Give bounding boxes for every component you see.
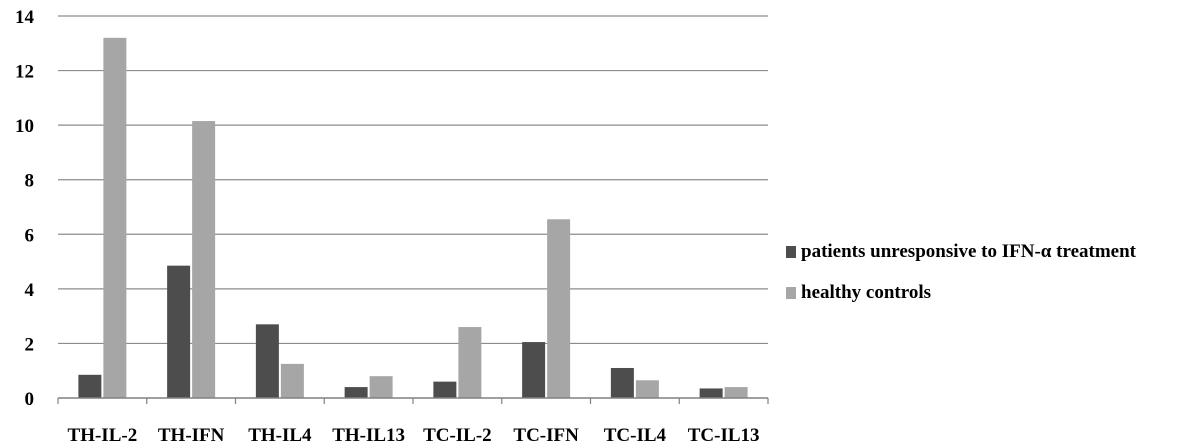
y-axis-ticks: 0 2 4 6 8 10 12 14 bbox=[15, 7, 35, 410]
bar-controls-th-il13 bbox=[369, 376, 393, 398]
x-tick-label: TC-IFN bbox=[513, 425, 579, 446]
bar-controls-tc-il4 bbox=[635, 380, 659, 398]
gridlines bbox=[58, 15, 768, 345]
x-tick-label: TC-IL13 bbox=[688, 425, 760, 446]
legend-swatch-patients bbox=[786, 246, 796, 258]
bar-patients-tc-il13 bbox=[699, 388, 723, 398]
y-tick-label: 8 bbox=[25, 171, 35, 192]
x-tick-label: TC-IL-2 bbox=[423, 425, 492, 446]
bar-patients-tc-il-2 bbox=[433, 381, 457, 398]
bar-patients-th-il-2 bbox=[78, 374, 102, 398]
bar-patients-th-il13 bbox=[344, 387, 368, 398]
bar-controls-th-il-2 bbox=[103, 37, 127, 398]
bars bbox=[78, 37, 748, 399]
y-tick-label: 6 bbox=[25, 225, 35, 246]
legend: patients unresponsive to IFN-α treatment… bbox=[786, 241, 1137, 303]
x-tick-label: TH-IL4 bbox=[248, 425, 312, 446]
legend-swatch-controls bbox=[786, 287, 796, 299]
bar-controls-th-ifn bbox=[192, 121, 216, 399]
x-tick-label: TH-IFN bbox=[158, 425, 225, 446]
y-tick-label: 4 bbox=[25, 280, 35, 301]
bar-controls-tc-ifn bbox=[547, 219, 571, 398]
y-tick-label: 14 bbox=[15, 7, 35, 28]
bar-controls-th-il4 bbox=[280, 363, 304, 398]
y-tick-label: 12 bbox=[15, 62, 34, 83]
bar-patients-th-ifn bbox=[167, 265, 191, 398]
x-tick-label: TH-IL-2 bbox=[68, 425, 138, 446]
legend-label-controls: healthy controls bbox=[801, 282, 931, 303]
x-axis-labels: TH-IL-2 TH-IFN TH-IL4 TH-IL13 TC-IL-2 TC-IFN T… bbox=[57, 398, 769, 446]
bar-controls-tc-il-2 bbox=[458, 327, 482, 398]
bar-patients-tc-il4 bbox=[610, 367, 634, 398]
y-tick-label: 2 bbox=[25, 334, 35, 355]
legend-label-patients: patients unresponsive to IFN-α treatment bbox=[801, 241, 1137, 262]
bar-patients-th-il4 bbox=[255, 324, 279, 398]
y-tick-label: 0 bbox=[25, 389, 35, 410]
x-tick-label: TC-IL4 bbox=[604, 425, 667, 446]
bar-patients-tc-ifn bbox=[522, 342, 546, 398]
y-tick-label: 10 bbox=[15, 116, 34, 137]
bar-controls-tc-il13 bbox=[724, 387, 748, 398]
x-tick-label: TH-IL13 bbox=[332, 425, 405, 446]
